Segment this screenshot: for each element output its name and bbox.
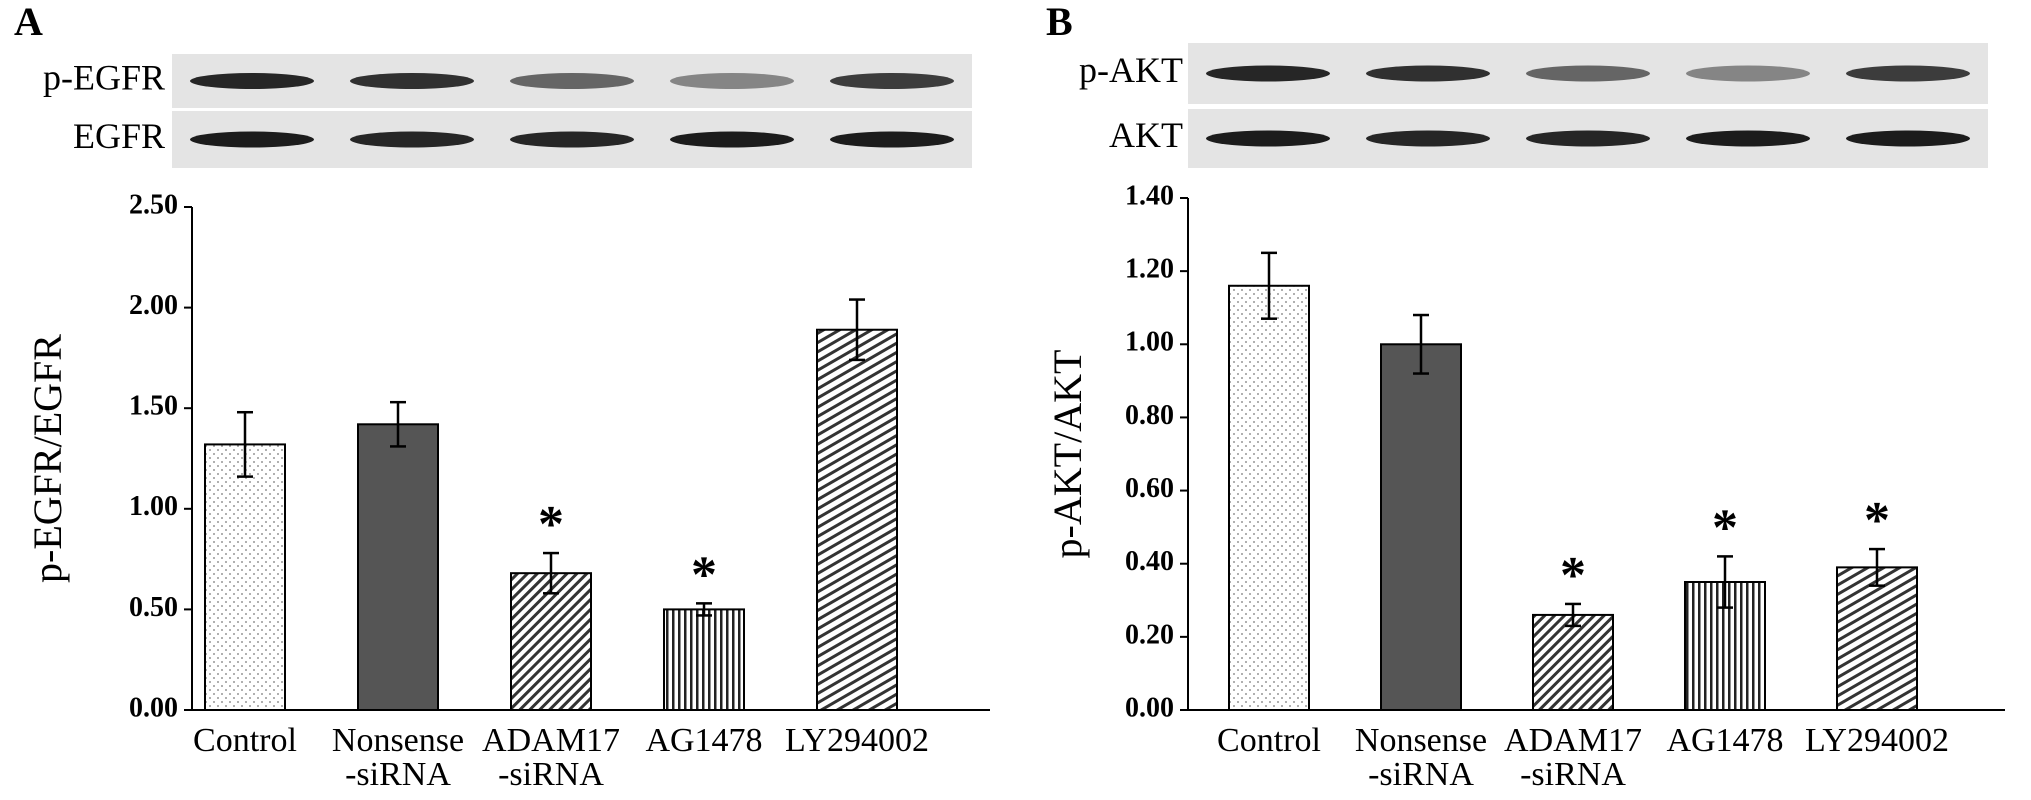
- x-tick-label: Control: [193, 722, 297, 759]
- panel-label: B: [1046, 0, 1073, 44]
- significance-marker: *: [1560, 547, 1586, 604]
- blot-band: [670, 73, 794, 89]
- x-tick-label: LY294002: [1805, 722, 1949, 759]
- y-tick-label: 1.00: [129, 491, 178, 522]
- blot-band: [830, 73, 954, 89]
- x-tick-label: Nonsense -siRNA: [331, 722, 465, 793]
- blot-band: [510, 131, 634, 148]
- blot-label: p-EGFR: [43, 57, 165, 97]
- blot-band: [1526, 130, 1650, 147]
- x-tick-label: AG1478: [645, 722, 763, 759]
- bar: [816, 328, 898, 711]
- blot-band: [1206, 130, 1330, 147]
- y-tick-label: 0.40: [1125, 546, 1174, 577]
- blot-band: [190, 73, 314, 89]
- y-tick-label: 0.60: [1125, 473, 1174, 504]
- blot-band: [350, 73, 474, 89]
- blot-band: [670, 131, 794, 148]
- blot-band: [830, 131, 954, 148]
- y-tick-label: 0.20: [1125, 619, 1174, 650]
- significance-marker: *: [691, 546, 717, 603]
- y-axis-title: p-EGFR/EGFR: [25, 334, 70, 583]
- x-tick-label: LY294002: [785, 722, 929, 759]
- bar: [204, 443, 286, 711]
- y-tick-label: 2.50: [129, 189, 178, 220]
- bar: [1380, 343, 1462, 711]
- y-tick-label: 1.00: [1125, 327, 1174, 358]
- bar: [1228, 284, 1310, 711]
- y-tick-label: 0.80: [1125, 400, 1174, 431]
- blot-band: [1366, 130, 1490, 147]
- significance-marker: *: [538, 496, 564, 553]
- blot-label: AKT: [1109, 115, 1183, 155]
- y-tick-label: 1.50: [129, 391, 178, 422]
- blot-band: [1526, 65, 1650, 82]
- blot-label: EGFR: [73, 116, 165, 156]
- blot-band: [350, 131, 474, 148]
- y-tick-label: 1.40: [1125, 180, 1174, 211]
- y-axis-title: p-AKT/AKT: [1045, 350, 1090, 559]
- x-tick-label: ADAM17 -siRNA: [1504, 722, 1642, 793]
- bar: [510, 572, 592, 712]
- bar: [1836, 566, 1918, 711]
- y-tick-label: 0.50: [129, 592, 178, 623]
- y-tick-label: 2.00: [129, 290, 178, 321]
- y-tick-label: 0.00: [129, 692, 178, 723]
- bar: [663, 608, 745, 712]
- blot-band: [1206, 65, 1330, 82]
- x-tick-label: Control: [1217, 722, 1321, 759]
- panel-label: A: [14, 0, 43, 44]
- blot-label: p-AKT: [1079, 50, 1183, 90]
- blot-band: [1846, 65, 1970, 82]
- blot-band: [1366, 65, 1490, 82]
- x-tick-label: AG1478: [1666, 722, 1784, 759]
- blot-band: [1846, 130, 1970, 147]
- blot-band: [1686, 130, 1810, 147]
- y-tick-label: 0.00: [1125, 692, 1174, 723]
- x-tick-label: ADAM17 -siRNA: [482, 722, 620, 793]
- x-tick-label: Nonsense -siRNA: [1354, 722, 1488, 793]
- significance-marker: *: [1712, 499, 1738, 556]
- significance-marker: *: [1864, 492, 1890, 549]
- bar: [357, 423, 439, 711]
- bar: [1532, 613, 1614, 712]
- blot-band: [510, 73, 634, 89]
- y-tick-label: 1.20: [1125, 254, 1174, 285]
- blot-band: [190, 131, 314, 148]
- blot-band: [1686, 65, 1810, 82]
